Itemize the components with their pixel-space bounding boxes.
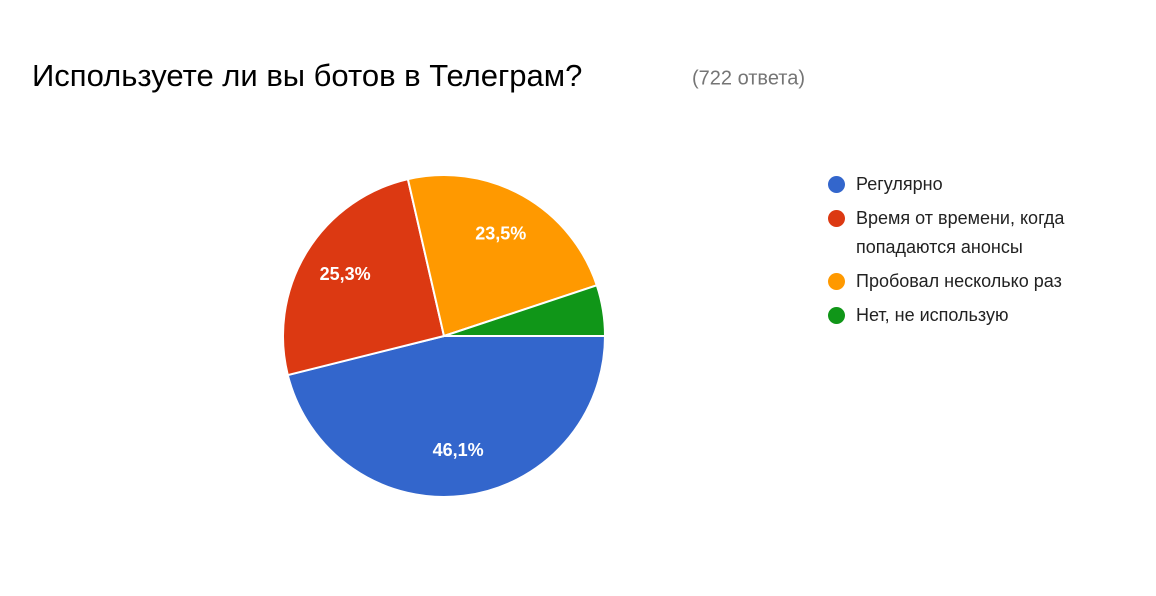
chart-subtitle: (722 ответа) xyxy=(692,67,805,89)
legend-label: Время от времени, когда попадаются анонс… xyxy=(856,208,1065,257)
slice-label: 23,5% xyxy=(475,224,526,244)
legend-item: Регулярно xyxy=(826,170,1096,199)
slice-label: 25,3% xyxy=(320,264,371,284)
legend: Регулярно Время от времени, когда попадаю… xyxy=(826,170,1096,335)
legend-swatch xyxy=(828,176,845,193)
legend-item: Нет, не использую xyxy=(826,301,1096,330)
chart-title: Используете ли вы ботов в Телеграм? xyxy=(32,58,582,93)
slice-label: 46,1% xyxy=(433,440,484,460)
legend-label: Регулярно xyxy=(856,174,943,194)
pie-slice xyxy=(282,177,446,377)
pie-slice xyxy=(406,174,599,338)
legend-label: Пробовал несколько раз xyxy=(856,271,1062,291)
legend-swatch xyxy=(828,307,845,324)
legend-swatch xyxy=(828,210,845,227)
legend-item: Время от времени, когда попадаются анонс… xyxy=(826,204,1096,262)
legend-swatch xyxy=(828,273,845,290)
pie-slice xyxy=(286,335,607,498)
legend-label: Нет, не использую xyxy=(856,305,1009,325)
pie-slice xyxy=(443,284,607,337)
legend-item: Пробовал несколько раз xyxy=(826,267,1096,296)
